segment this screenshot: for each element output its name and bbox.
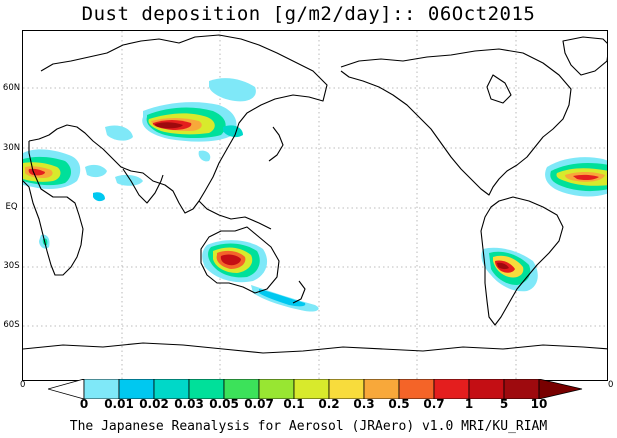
dust-deposition-map — [22, 30, 608, 381]
lat-label-eq: EQ — [5, 202, 18, 212]
coast-australia — [200, 226, 280, 294]
coast-eurasia-north — [28, 34, 328, 214]
colorbar-labels: 0 0.01 0.02 0.03 0.05 0.07 0.1 0.2 0.3 0… — [0, 396, 617, 412]
colorbar-label: 0.1 — [283, 397, 305, 411]
graticule — [23, 31, 607, 380]
colorbar-label: 0.01 — [104, 397, 134, 411]
coastlines — [23, 34, 607, 354]
colorbar-label: 0.2 — [318, 397, 340, 411]
lat-label-60s: 60S — [3, 320, 20, 330]
credit-line: The Japanese Reanalysis for Aerosol (JRA… — [69, 419, 548, 434]
colorbar-label: 0.03 — [174, 397, 204, 411]
coast-africa — [23, 141, 84, 276]
coast-japan — [268, 126, 284, 162]
colorbar-label: 5 — [499, 397, 509, 411]
map-title: Dust deposition [g/m2/day]:: 06Oct2015 — [81, 3, 536, 25]
colorbar-label: 0.5 — [388, 397, 410, 411]
colorbar — [48, 379, 583, 399]
coast-new-zealand — [292, 280, 306, 304]
colorbar-label: 0.7 — [423, 397, 445, 411]
colorbar-high-triangle — [538, 379, 583, 399]
lat-label-30s: 30S — [3, 261, 20, 271]
lat-label-30n: 30N — [2, 143, 21, 153]
colorbar-label: 0.05 — [209, 397, 239, 411]
dust-plume-taklimakan-gobi — [105, 78, 256, 162]
colorbar-label: 0 — [79, 397, 89, 411]
dust-plume-atlantic — [545, 157, 607, 197]
colorbar-label: 1 — [464, 397, 474, 411]
coast-hudson-bay — [486, 74, 512, 104]
lat-label-60n: 60N — [2, 83, 21, 93]
left-edge-label: 0 — [20, 380, 26, 390]
coast-south-america — [480, 196, 564, 326]
coast-north-america — [340, 48, 572, 196]
colorbar-label: 0.07 — [244, 397, 274, 411]
coast-southeast-asia — [198, 200, 272, 230]
right-edge-label: 0 — [608, 380, 614, 390]
dust-plume-patagonia — [481, 247, 538, 292]
colorbar-label: 0.02 — [139, 397, 169, 411]
coast-india — [122, 168, 164, 204]
colorbar-label: 0.3 — [353, 397, 375, 411]
dust-plume-australia — [39, 234, 319, 312]
coast-greenland — [562, 36, 607, 76]
colorbar-label: 10 — [530, 397, 548, 411]
dust-plume-sahara — [23, 149, 143, 202]
coast-antarctica — [23, 342, 607, 354]
